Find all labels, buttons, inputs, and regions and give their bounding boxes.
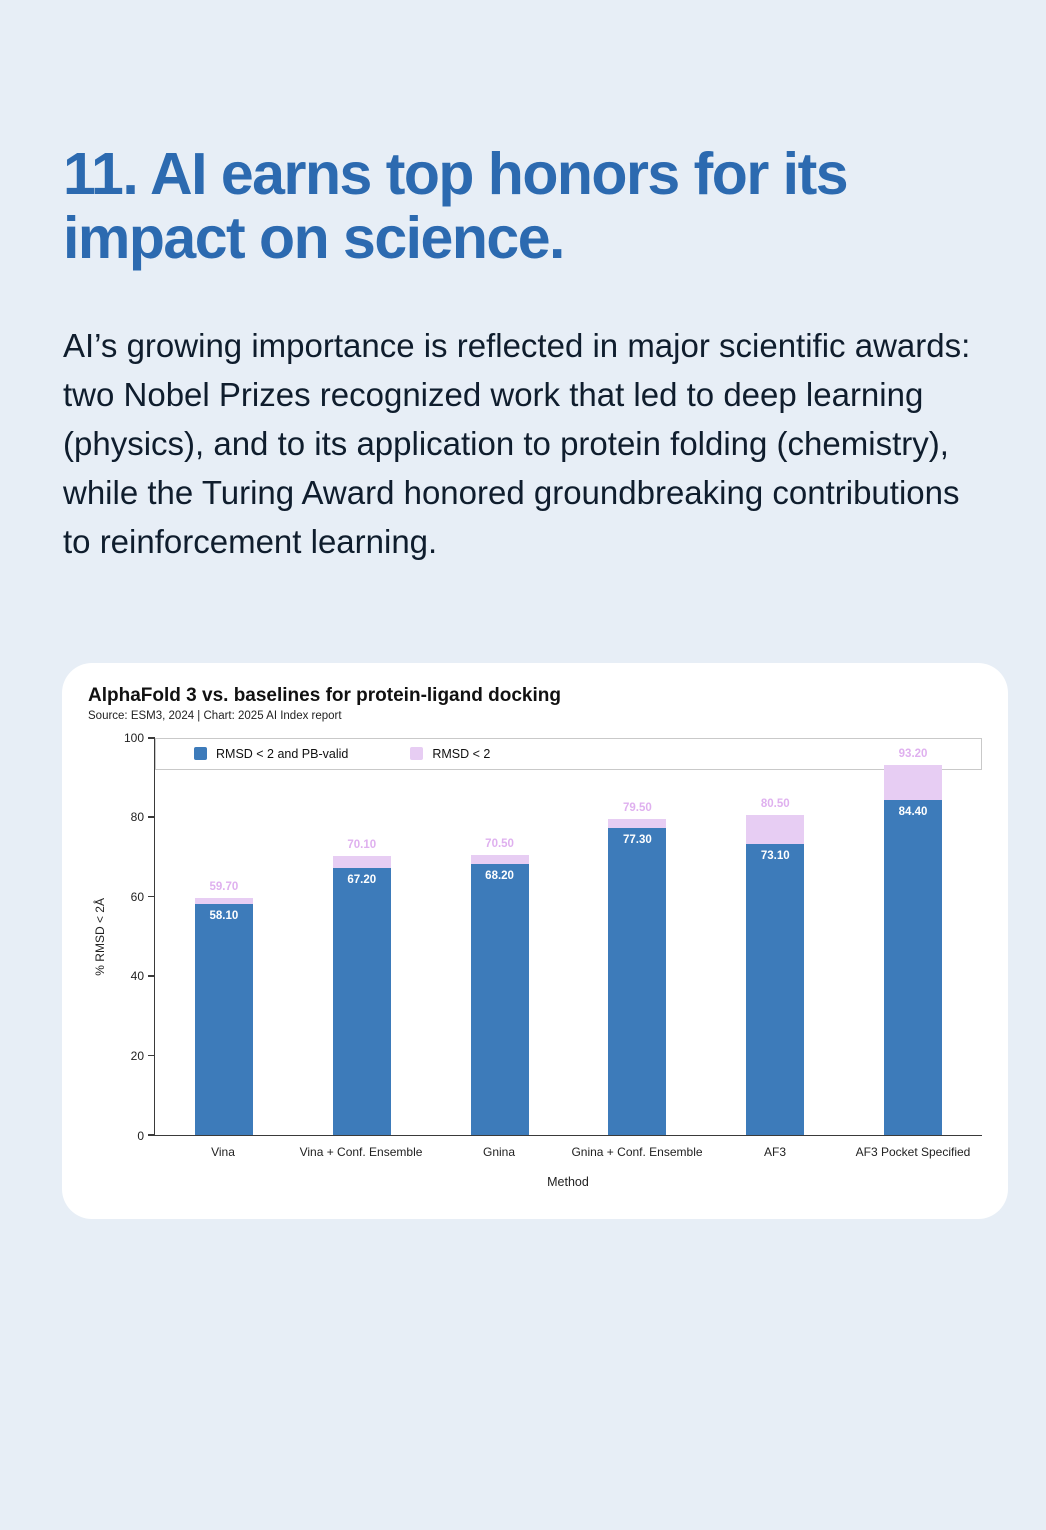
y-tick-label: 80 xyxy=(130,810,144,825)
x-axis-labels: Vina Vina + Conf. Ensemble Gnina Gnina + Co… xyxy=(154,1145,982,1159)
chart-source: Source: ESM3, 2024 | Chart: 2025 AI Inde… xyxy=(88,709,342,722)
x-axis-title: Method xyxy=(547,1174,589,1189)
y-tick-mark xyxy=(148,975,155,977)
y-tick-mark xyxy=(148,1134,155,1136)
total-value-label: 79.50 xyxy=(623,801,652,814)
chart-legend: RMSD < 2 and PB-valid RMSD < 2 xyxy=(155,737,982,770)
page: 11. AI earns top honors for its impact on… xyxy=(62,141,1008,1219)
plot-area: RMSD < 2 and PB-valid RMSD < 2 59.70 58.10… xyxy=(148,737,982,1136)
bar-segment-rmsd2 xyxy=(194,897,253,904)
bar-column: 79.50 77.30 xyxy=(568,738,706,1135)
y-tick-label: 60 xyxy=(130,889,144,904)
bar-column: 70.50 68.20 xyxy=(431,738,569,1135)
bar-value-label: 58.10 xyxy=(209,909,239,922)
bar-segment-pbvalid: 68.20 xyxy=(470,863,529,1135)
bar-value-label: 84.40 xyxy=(898,805,928,818)
y-axis-title-wrap: % RMSD < 2Å xyxy=(88,738,112,1136)
x-tick-label: Vina xyxy=(211,1144,235,1159)
bar-segment-pbvalid: 67.20 xyxy=(332,867,391,1135)
legend-label: RMSD < 2 xyxy=(432,746,491,761)
y-tick-label: 20 xyxy=(130,1048,144,1063)
bar-segment-pbvalid: 77.30 xyxy=(608,827,667,1135)
bar-column: 93.20 84.40 xyxy=(844,738,982,1135)
bars: 59.70 58.10 70.10 67.20 70.50 68.20 79.50 77.30… xyxy=(155,738,982,1135)
y-tick-label: 0 xyxy=(137,1128,144,1143)
total-value-label: 93.20 xyxy=(898,747,928,760)
heading-line-1: 11. AI earns top honors for its xyxy=(63,141,849,207)
bar-column: 59.70 58.10 xyxy=(155,738,293,1135)
x-tick-label: Vina + Conf. Ensemble xyxy=(299,1144,423,1159)
y-tick-mark xyxy=(148,737,155,739)
bar-segment-rmsd2 xyxy=(884,764,943,800)
total-value-label: 70.10 xyxy=(347,839,377,852)
section-heading: 11. AI earns top honors for its impact on… xyxy=(63,141,983,271)
plot-column: RMSD < 2 and PB-valid RMSD < 2 59.70 58.10… xyxy=(148,737,982,1189)
bar-segment-rmsd2 xyxy=(332,856,391,868)
y-axis-title: % RMSD < 2Å xyxy=(93,897,107,976)
total-value-label: 70.50 xyxy=(485,837,514,850)
bar-column: 70.10 67.20 xyxy=(293,738,431,1135)
y-tick-label: 100 xyxy=(123,730,144,745)
bar-segment-rmsd2 xyxy=(470,854,529,864)
y-tick-label: 40 xyxy=(130,969,144,984)
x-tick-label: AF3 xyxy=(763,1144,786,1159)
y-axis: 0 20 40 60 80 100 xyxy=(112,731,154,1143)
legend-item: RMSD < 2 xyxy=(410,747,490,761)
bar-segment-pbvalid: 58.10 xyxy=(194,903,253,1135)
bar-column: 80.50 73.10 xyxy=(706,738,844,1135)
bar-value-label: 73.10 xyxy=(760,850,790,863)
bar-segment-rmsd2 xyxy=(746,815,805,845)
x-tick-label: AF3 Pocket Specified xyxy=(855,1144,971,1159)
heading-line-2: impact on science. xyxy=(63,204,565,271)
total-value-label: 59.70 xyxy=(209,880,239,893)
bar-value-label: 68.20 xyxy=(485,869,514,882)
chart-card: AlphaFold 3 vs. baselines for protein-li… xyxy=(62,662,1008,1219)
section-paragraph: AI’s growing importance is reflected in … xyxy=(63,327,971,560)
y-tick-mark xyxy=(148,895,155,898)
chart-title: AlphaFold 3 vs. baselines for protein-li… xyxy=(88,684,561,706)
bar-chart: % RMSD < 2Å 0 20 40 60 80 100 RMSD < 2 and PB… xyxy=(88,731,982,1189)
bar-value-label: 67.20 xyxy=(347,873,377,886)
total-value-label: 80.50 xyxy=(760,798,790,810)
bar-value-label: 77.30 xyxy=(623,833,652,846)
x-tick-label: Gnina xyxy=(482,1144,516,1159)
bar-segment-pbvalid: 73.10 xyxy=(746,844,805,1135)
bar-segment-rmsd2 xyxy=(608,818,667,828)
bar-segment-pbvalid: 84.40 xyxy=(884,799,943,1135)
legend-swatch-icon xyxy=(194,747,207,761)
legend-swatch-icon xyxy=(410,747,424,761)
x-tick-label: Gnina + Conf. Ensemble xyxy=(571,1144,703,1159)
legend-label: RMSD < 2 and PB-valid xyxy=(216,746,349,761)
y-tick-mark xyxy=(148,816,155,818)
legend-item: RMSD < 2 and PB-valid xyxy=(194,747,348,761)
y-tick-mark xyxy=(148,1054,155,1057)
